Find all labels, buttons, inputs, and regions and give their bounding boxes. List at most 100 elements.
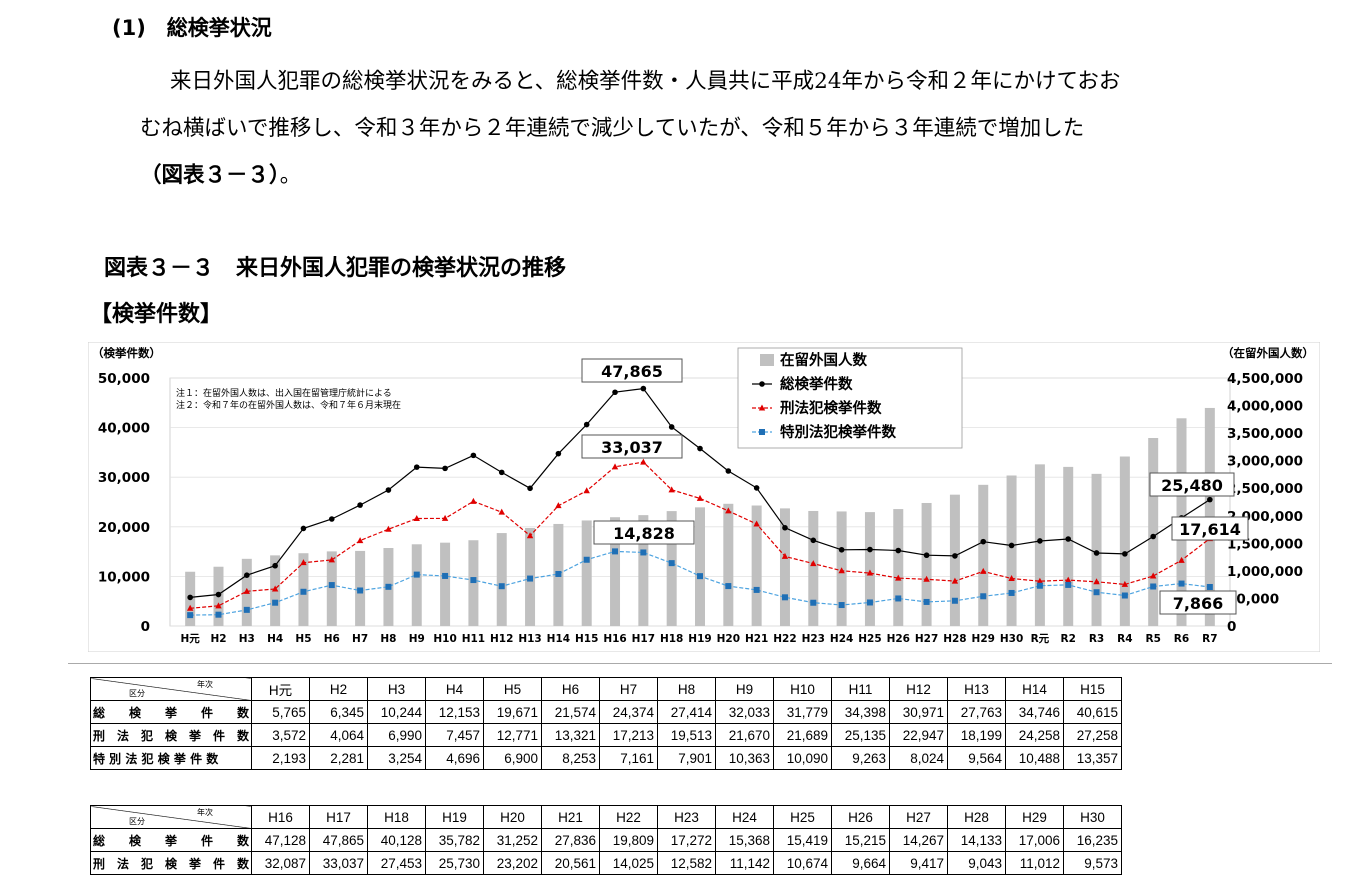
x-tick-label: H20 [717, 633, 740, 645]
table-cell: 34,746 [1005, 700, 1065, 724]
row-label: 特 別 法 犯 検 挙 件 数 [89, 746, 253, 770]
table-cell: 27,414 [657, 700, 717, 724]
point-penal [356, 537, 364, 544]
point-special [215, 611, 222, 618]
point-special [838, 602, 845, 609]
x-tick-label: H19 [688, 633, 711, 645]
point-special [1178, 580, 1185, 587]
table-cell: 9,564 [947, 746, 1007, 770]
bar-foreign-residents [326, 551, 337, 626]
table-cell: 23,202 [483, 851, 543, 875]
table-cell: 11,012 [1005, 851, 1065, 875]
legend-swatch-bar [760, 354, 774, 366]
point-penal [781, 552, 789, 559]
point-special [980, 593, 987, 600]
point-special [272, 599, 279, 606]
table-cell: 2,193 [251, 746, 311, 770]
table-cell: 9,263 [831, 746, 891, 770]
table-header-year: H30 [1063, 805, 1123, 829]
point-special [470, 577, 477, 584]
left-tick-label: 0 [141, 619, 150, 635]
table-cell: 10,363 [715, 746, 775, 770]
point-total [555, 450, 562, 457]
table-cell: 15,419 [773, 828, 833, 852]
bar-foreign-residents [1119, 456, 1130, 626]
point-penal [1008, 575, 1015, 582]
point-penal [980, 567, 987, 574]
point-total [668, 424, 675, 430]
table-header-year: H元 [251, 677, 311, 701]
right-tick-label: 3,500,000 [1227, 426, 1303, 442]
callout-label: 33,037 [601, 438, 663, 457]
callout-box [593, 520, 695, 545]
table-cell: 12,771 [483, 723, 543, 747]
figure-reference: （図表３－３） [140, 163, 280, 188]
table-header-year: H24 [715, 805, 775, 829]
point-penal [725, 507, 732, 514]
point-penal [611, 463, 619, 470]
point-total [385, 487, 392, 493]
chart-note: 注２：令和７年の在留外国人数は、令和７年６月末現在 [176, 399, 401, 411]
point-penal [810, 560, 817, 567]
bar-foreign-residents [610, 517, 621, 626]
table-header-year: H2 [309, 677, 369, 701]
bar-foreign-residents [468, 540, 479, 626]
bar-foreign-residents [496, 533, 507, 626]
point-total [1008, 542, 1015, 549]
point-penal [923, 575, 930, 582]
table-header-year: H27 [889, 805, 949, 829]
callout-label: 47,865 [601, 362, 663, 381]
right-tick-label: 1,000,000 [1227, 564, 1303, 580]
point-penal [895, 574, 902, 581]
table-cell: 20,561 [541, 851, 601, 875]
table-row: 刑 法 犯 検 挙 件 数 32,087 33,037 27,453 25,730 23,… [89, 851, 1123, 875]
point-total [244, 572, 250, 578]
right-axis-label: （在留外国人数） [1222, 346, 1314, 360]
table-cell: 27,836 [541, 828, 601, 852]
table-header-year: H4 [425, 677, 485, 701]
table-cell: 14,267 [889, 828, 949, 852]
point-penal [243, 587, 251, 594]
x-tick-label: H元 [181, 633, 201, 645]
point-total [980, 538, 987, 545]
point-total [753, 485, 760, 491]
arrest-table-1: 年次 区分 H元 H2 H3 H4 H5 H6 H7 H8 H9 H10 H11 H12 H13 H14 H15… [89, 677, 1123, 770]
table-cell: 24,374 [599, 700, 659, 724]
point-special [810, 599, 817, 606]
bar-foreign-residents [1063, 466, 1074, 626]
bar-foreign-residents [808, 510, 819, 626]
point-special [951, 597, 958, 604]
table-header-year: H12 [889, 677, 949, 701]
bar-foreign-residents [921, 502, 932, 626]
bar-foreign-residents [978, 484, 989, 626]
left-tick-label: 40,000 [98, 421, 150, 437]
table-cell: 17,272 [657, 828, 717, 852]
callout-label: 17,614 [1179, 520, 1241, 539]
bar-foreign-residents [723, 503, 734, 626]
table-cell: 27,258 [1063, 723, 1123, 747]
point-special [895, 595, 902, 602]
table-cell: 24,258 [1005, 723, 1065, 747]
table-cell: 25,730 [425, 851, 485, 875]
callout-box [1159, 590, 1237, 615]
table-header-year: H10 [773, 677, 833, 701]
point-total [272, 562, 278, 569]
point-penal [470, 497, 477, 504]
table-cell: 47,865 [309, 828, 369, 852]
table-cell: 19,513 [657, 723, 717, 747]
point-penal [640, 458, 647, 465]
table-row: 刑 法 犯 検 挙 件 数 3,572 4,064 6,990 7,457 12,771 1… [89, 723, 1123, 747]
table-cell: 33,037 [309, 851, 369, 875]
x-tick-label: H28 [943, 633, 966, 645]
table-row: 特 別 法 犯 検 挙 件 数 2,193 2,281 3,254 4,696 6,900… [89, 746, 1123, 770]
point-special [1206, 583, 1213, 590]
callout-box [581, 358, 683, 383]
point-penal [1121, 580, 1129, 587]
x-tick-label: H21 [745, 633, 768, 645]
point-total [187, 594, 193, 601]
x-tick-label: H27 [915, 633, 938, 645]
table-cell: 21,670 [715, 723, 775, 747]
corner-category-label: 区分 [129, 817, 145, 826]
point-special [1036, 582, 1043, 589]
table-cell: 10,674 [773, 851, 833, 875]
